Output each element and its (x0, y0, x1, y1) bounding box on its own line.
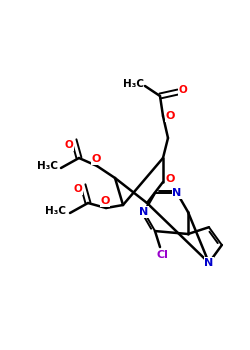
Text: N: N (204, 258, 214, 268)
Text: H₃C: H₃C (122, 79, 144, 89)
Text: O: O (178, 85, 188, 95)
Text: O: O (91, 154, 101, 164)
Text: O: O (165, 111, 175, 121)
Text: N: N (140, 207, 148, 217)
Text: H₃C: H₃C (36, 161, 58, 171)
Text: N: N (172, 188, 182, 198)
Text: H₃C: H₃C (46, 206, 66, 216)
Text: O: O (74, 184, 82, 194)
Text: O: O (100, 196, 110, 206)
Text: Cl: Cl (156, 250, 168, 260)
Text: O: O (64, 140, 74, 150)
Text: O: O (165, 174, 175, 184)
